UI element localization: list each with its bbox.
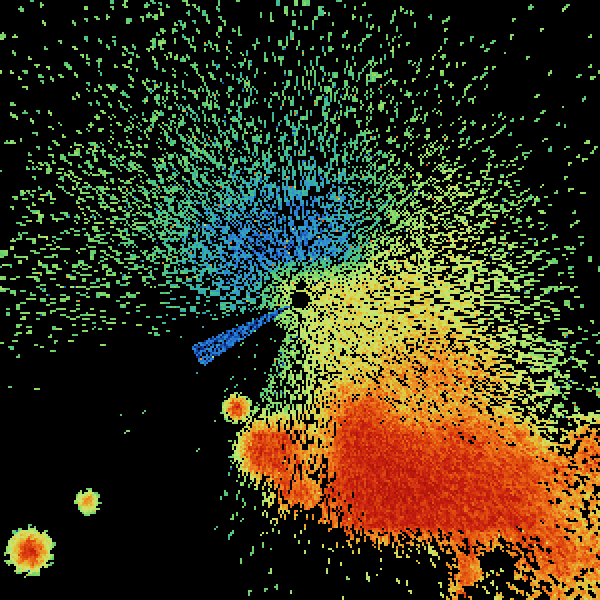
radar-ppi-image bbox=[0, 0, 600, 600]
radar-display-frame bbox=[0, 0, 600, 600]
